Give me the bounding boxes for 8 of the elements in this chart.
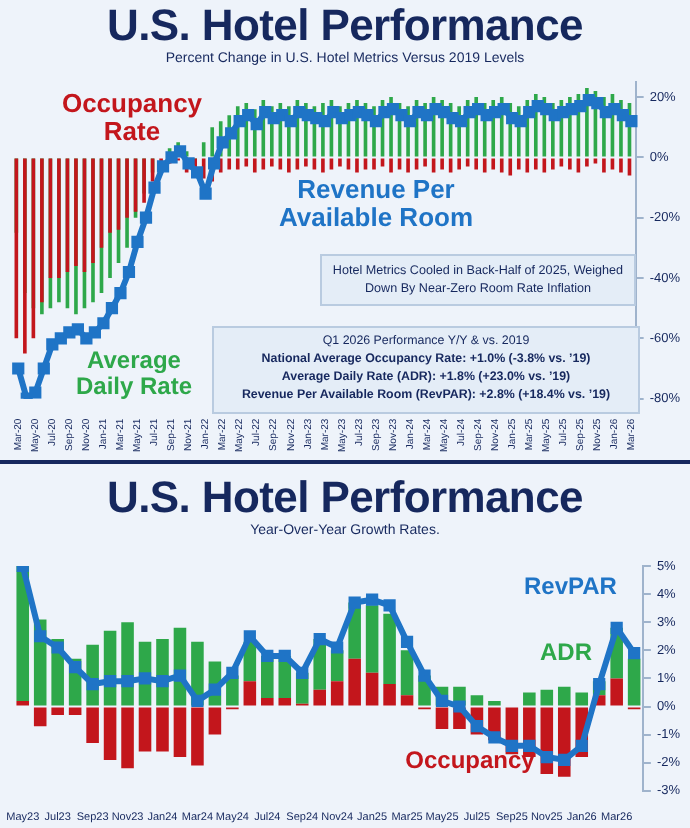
series-label: RevPAR [524,572,617,601]
series-label: Occupancy [403,746,537,775]
series-label: ADR [538,638,594,667]
chart-title: U.S. Hotel Performance [105,0,585,51]
series-label: Average Daily Rate [73,346,195,401]
series-label: Occupancy Rate [59,88,205,148]
series-label: Revenue Per Available Room [276,174,476,234]
chart-title: U.S. Hotel Performance [105,472,585,523]
